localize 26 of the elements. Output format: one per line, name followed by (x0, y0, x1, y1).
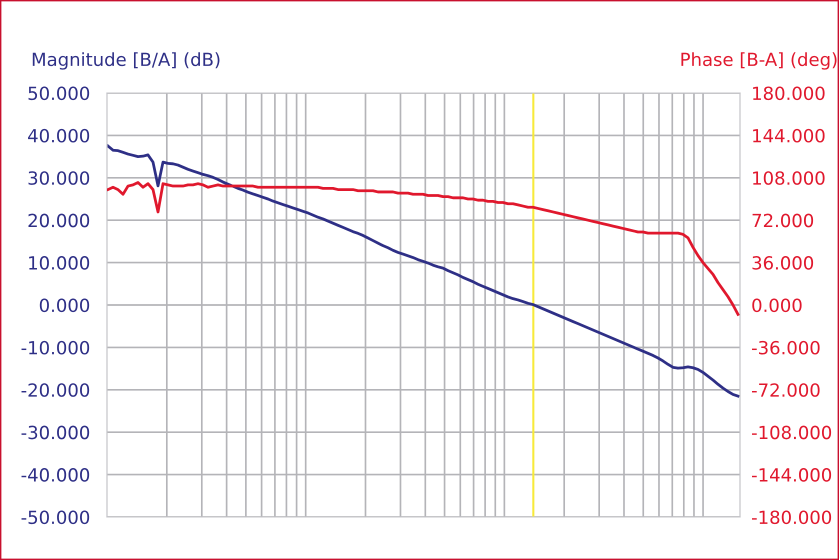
y-tick-label: -20.000 (22, 383, 90, 397)
y2-tick-label: 108.000 (753, 171, 825, 185)
y-tick-label: -10.000 (22, 340, 90, 355)
y2-tick-label: -36.000 (752, 340, 820, 355)
line-series (107, 181, 740, 316)
y-tick-label: 0.000 (40, 298, 90, 312)
y-tick-label: -50.000 (22, 510, 90, 524)
y-axis-title: Magnitude [B/A] (dB) (32, 52, 220, 70)
y2-tick-label: 144.000 (753, 128, 825, 143)
y2-axis-title: Phase [B-A] (deg) (681, 52, 837, 70)
y2-tick-label: 72.000 (752, 214, 814, 228)
y-tick-label: 50.000 (28, 86, 90, 100)
y2-tick-label: -108.000 (752, 426, 832, 440)
y2-tick-label: 0.000 (752, 298, 802, 312)
y-tick-label: 20.000 (28, 214, 90, 228)
y2-tick-label: -72.000 (752, 383, 820, 397)
y-tick-label: 30.000 (28, 171, 90, 185)
y-tick-label: -40.000 (22, 468, 90, 482)
y2-tick-label: 180.000 (753, 86, 825, 100)
line-series (107, 144, 740, 398)
y-tick-label: 40.000 (28, 128, 90, 143)
y-tick-label: 10.000 (29, 256, 90, 270)
y-tick-label: -30.000 (22, 426, 90, 440)
y2-tick-label: 36.000 (752, 256, 814, 270)
y2-tick-label: -144.000 (752, 468, 832, 482)
y2-tick-label: -180.000 (752, 510, 832, 524)
